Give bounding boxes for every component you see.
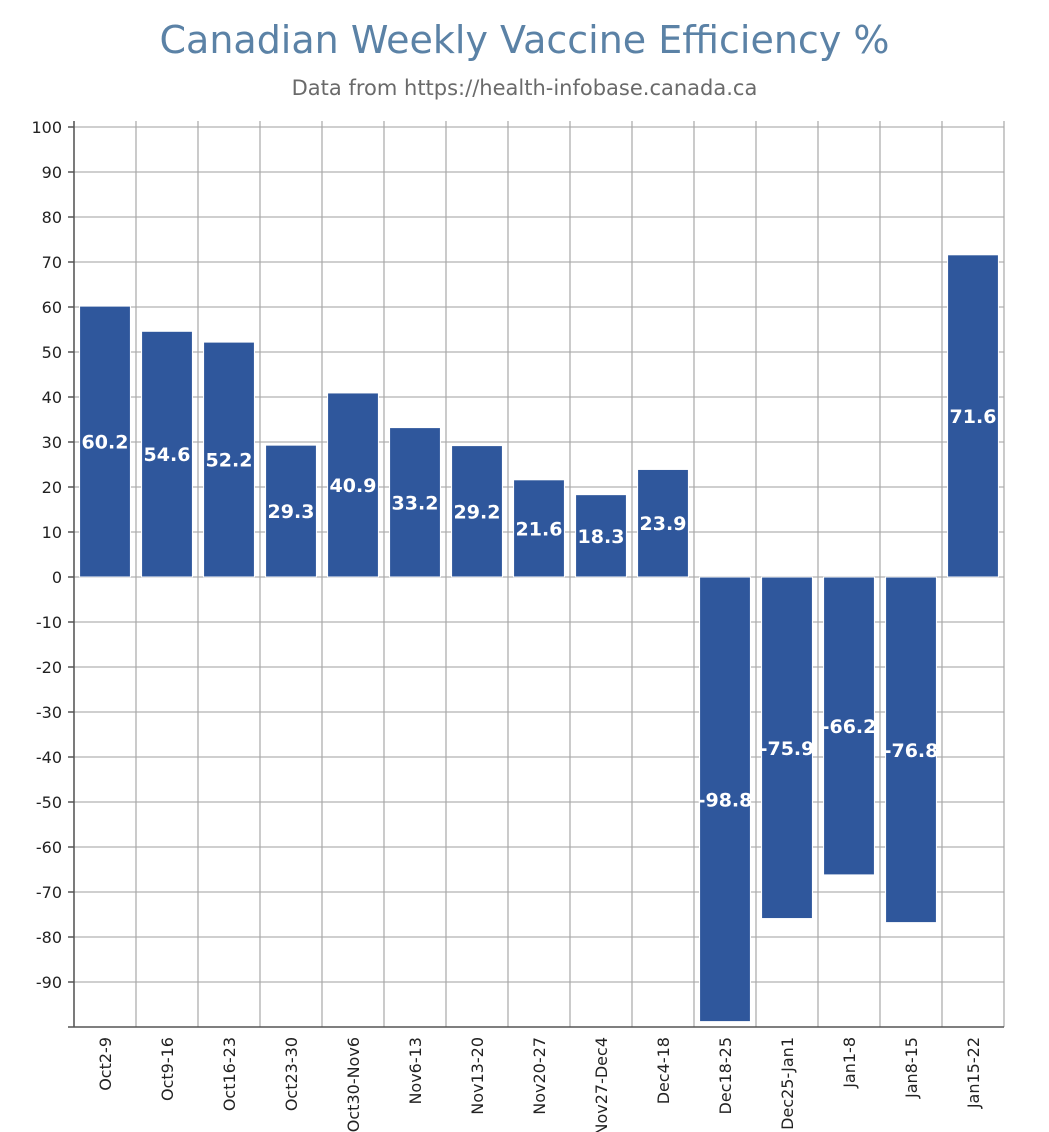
x-tick-label: Dec18-25	[716, 1037, 735, 1114]
y-tick-label: 0	[52, 568, 62, 587]
data-label: -75.9	[760, 738, 815, 760]
bar	[699, 576, 751, 1023]
y-tick-label: -20	[36, 658, 62, 677]
bar	[761, 576, 813, 920]
y-tick-label: -70	[36, 883, 62, 902]
x-tick-label: Nov27-Dec4	[592, 1037, 611, 1132]
x-tick-label: Nov6-13	[406, 1037, 425, 1105]
data-label: 29.3	[268, 501, 315, 523]
x-tick-label: Jan1-8	[840, 1037, 859, 1089]
x-tick-label: Dec4-18	[654, 1037, 673, 1104]
x-tick-label: Oct30-Nov6	[344, 1037, 363, 1132]
y-tick-label: 20	[42, 478, 62, 497]
x-tick-label: Dec25-Jan1	[778, 1037, 797, 1130]
y-tick-label: 40	[42, 388, 62, 407]
data-label: 29.2	[454, 501, 501, 523]
y-tick-label: 70	[42, 253, 62, 272]
y-tick-label: 90	[42, 163, 62, 182]
x-tick-label: Jan15-22	[964, 1037, 983, 1109]
data-label: -98.8	[698, 789, 753, 811]
bar-layer	[79, 254, 999, 1023]
y-tick-label: 60	[42, 298, 62, 317]
y-tick-label: -90	[36, 973, 62, 992]
data-label: 21.6	[516, 518, 563, 540]
bar	[885, 576, 937, 924]
bar	[141, 330, 193, 578]
y-tick-label: 100	[31, 118, 62, 137]
y-tick-label: 10	[42, 523, 62, 542]
x-tick-label: Oct9-16	[158, 1037, 177, 1101]
bar	[575, 494, 627, 578]
x-tick-label: Nov20-27	[530, 1037, 549, 1115]
bar	[265, 444, 317, 578]
x-tick-label: Oct2-9	[96, 1037, 115, 1091]
x-tick-label: Nov13-20	[468, 1037, 487, 1115]
data-label: 18.3	[578, 526, 625, 548]
bar	[203, 341, 255, 578]
bar	[79, 305, 131, 578]
data-label: 60.2	[82, 432, 129, 454]
chart-title: Canadian Weekly Vaccine Efficiency %	[159, 18, 890, 62]
bar	[513, 479, 565, 578]
data-label: 40.9	[330, 475, 377, 497]
x-tick-label: Jan8-15	[902, 1037, 921, 1099]
y-tick-label: -40	[36, 748, 62, 767]
y-tick-label: 50	[42, 343, 62, 362]
y-tick-label: -80	[36, 928, 62, 947]
x-tick-label: Oct23-30	[282, 1037, 301, 1111]
data-label: 54.6	[144, 444, 191, 466]
bar	[947, 254, 999, 578]
y-tick-label: -50	[36, 793, 62, 812]
bar	[389, 427, 441, 578]
y-tick-label: -60	[36, 838, 62, 857]
data-label: 33.2	[392, 492, 439, 514]
y-tick-label: 30	[42, 433, 62, 452]
bar	[327, 392, 379, 578]
data-label: 23.9	[640, 513, 687, 535]
chart-subtitle: Data from https://health-infobase.canada…	[291, 76, 758, 100]
bar	[823, 576, 875, 876]
y-tick-label: -10	[36, 613, 62, 632]
data-label: -76.8	[884, 740, 939, 762]
data-label: 71.6	[950, 406, 997, 428]
data-label: -66.2	[822, 716, 877, 738]
y-tick-label: -30	[36, 703, 62, 722]
x-tick-label: Oct16-23	[220, 1037, 239, 1111]
bar	[451, 445, 503, 578]
data-label: 52.2	[206, 450, 253, 472]
axis-layer: 1009080706050403020100-10-20-30-40-50-60…	[31, 118, 1004, 1132]
y-tick-label: 80	[42, 208, 62, 227]
bar	[637, 468, 689, 578]
label-layer: 60.2 54.6 52.2 29.3 40.9 33.2 29.2 21.6 18.3 23.9…	[82, 406, 997, 811]
